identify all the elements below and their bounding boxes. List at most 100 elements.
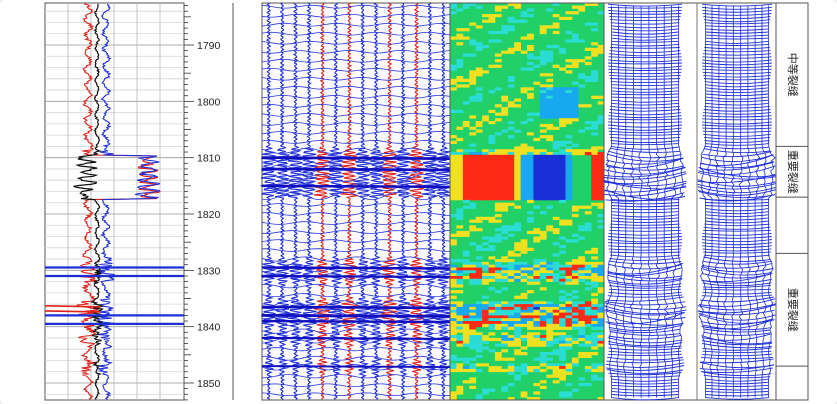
heatmap-cell [475, 340, 483, 344]
heatmap-cell [597, 261, 605, 266]
heatmap-cell [584, 225, 592, 229]
heatmap-cell [514, 183, 521, 187]
heatmap-cell [533, 321, 541, 325]
heatmap-cell [578, 315, 586, 319]
heatmap-cell [450, 168, 457, 173]
heatmap-cell [501, 301, 509, 305]
borehole-ring [608, 127, 682, 131]
heatmap-cell [501, 228, 509, 232]
heatmap-cell [514, 253, 521, 257]
heatmap-cell [533, 318, 541, 322]
heatmap-cell [559, 332, 566, 336]
heatmap-cell [571, 214, 579, 218]
heatmap-cell [578, 337, 586, 342]
heatmap-cell [514, 304, 521, 308]
heatmap-cell [507, 126, 515, 130]
heatmap-cell [520, 146, 528, 150]
heatmap-cell [565, 118, 573, 122]
heatmap-cell [475, 129, 483, 133]
borehole-ring [610, 43, 680, 47]
heatmap-cell [591, 95, 598, 99]
heatmap-cell [559, 309, 566, 313]
heatmap-cell [527, 270, 534, 274]
borehole-ring [611, 217, 679, 220]
heatmap-cell [533, 157, 541, 161]
heatmap-cell [450, 140, 457, 144]
heatmap-cell [584, 340, 592, 344]
heatmap-cell [450, 326, 457, 330]
heatmap-cell [520, 318, 528, 322]
heatmap-cell [488, 304, 496, 308]
borehole-ring [701, 62, 773, 66]
borehole-ring [698, 298, 776, 307]
heatmap-cell [520, 245, 528, 249]
heatmap-cell [488, 239, 496, 243]
borehole-ring [605, 311, 685, 325]
heatmap-cell [488, 90, 496, 94]
heatmap-cell [552, 183, 560, 187]
heatmap-cell [450, 391, 457, 395]
heatmap-cell [539, 59, 547, 63]
heatmap-cell [527, 185, 534, 189]
borehole-ring [702, 282, 772, 287]
heatmap-cell [527, 67, 534, 71]
heatmap-cell [546, 301, 554, 305]
heatmap-cell [584, 304, 592, 308]
heatmap-cell [539, 230, 547, 235]
heatmap-cell [501, 256, 509, 260]
heatmap-cell [546, 312, 554, 316]
borehole-ring [703, 112, 771, 115]
trace-crossline [261, 347, 451, 352]
borehole-ring [611, 394, 679, 397]
depth-label: 1790 [197, 40, 221, 52]
heatmap-cell [507, 171, 515, 175]
borehole-ring [608, 118, 682, 121]
borehole-ring [702, 56, 772, 59]
borehole-ring [611, 214, 679, 218]
heatmap-cell [494, 202, 502, 206]
heatmap-cell [494, 366, 502, 370]
heatmap-cell [469, 39, 477, 43]
heatmap-cell [507, 168, 515, 173]
heatmap-cell [507, 343, 515, 347]
trace-crossline [261, 13, 451, 18]
heatmap-cell [514, 332, 521, 336]
heatmap-cell [571, 321, 579, 325]
heatmap-cell [520, 67, 528, 71]
borehole-ring [607, 3, 683, 7]
heatmap-cell [456, 8, 464, 12]
heatmap-cell [456, 152, 464, 156]
heatmap-cell [520, 188, 528, 192]
borehole-ring [608, 124, 682, 128]
heatmap-cell [559, 270, 566, 274]
borehole-ring [700, 160, 774, 169]
heatmap-cell [546, 304, 554, 308]
heatmap-cell [559, 290, 566, 294]
heatmap-cell [591, 312, 598, 316]
borehole-ring [705, 99, 769, 103]
heatmap-cell [527, 323, 534, 328]
heatmap-cell [520, 309, 528, 313]
heatmap-cell [501, 28, 509, 32]
heatmap-cell [565, 371, 573, 375]
heatmap-cell [456, 76, 464, 80]
heatmap-cell [514, 177, 521, 181]
heatmap-cell [565, 363, 573, 367]
heatmap-cell [469, 168, 477, 173]
borehole-ring [704, 22, 770, 25]
heatmap-cell [591, 256, 598, 260]
heatmap-cell [488, 323, 496, 328]
heatmap-cell [475, 171, 483, 175]
borehole-ring [702, 13, 772, 16]
heatmap-cell [559, 264, 566, 268]
heatmap-cell [456, 290, 464, 294]
heatmap-cell [552, 363, 560, 367]
heatmap-cell [552, 90, 560, 94]
heatmap-cell [469, 340, 477, 344]
heatmap-cell [571, 278, 579, 282]
heatmap-cell [494, 174, 502, 178]
heatmap-cell [591, 132, 598, 136]
borehole-ring [606, 296, 684, 302]
heatmap-cell [456, 36, 464, 40]
heatmap-cell [456, 323, 464, 328]
